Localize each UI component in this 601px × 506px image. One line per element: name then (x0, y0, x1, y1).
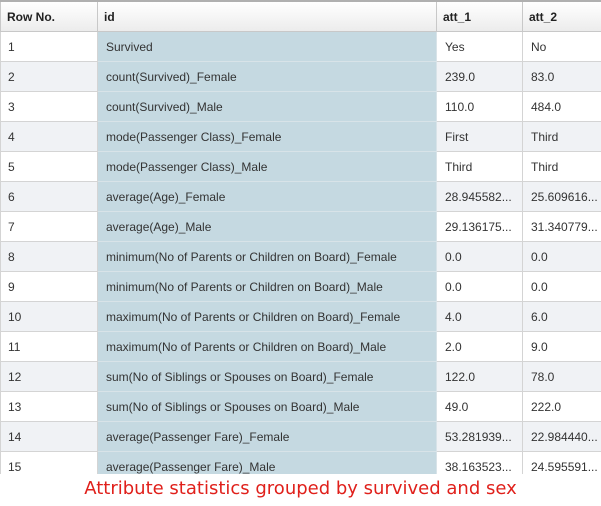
cell-row-no[interactable]: 1 (0, 31, 98, 62)
cell-att-1[interactable]: 4.0 (436, 301, 523, 332)
cell-id[interactable]: maximum(No of Parents or Children on Boa… (97, 331, 437, 362)
cell-att-2[interactable]: 31.340779... (522, 211, 601, 242)
cell-id[interactable]: sum(No of Siblings or Spouses on Board)_… (97, 361, 437, 392)
cell-row-no[interactable]: 6 (0, 181, 98, 212)
table-body: 1 Survived Yes No 2 count(Survived)_Female 239… (0, 31, 601, 474)
cell-row-no[interactable]: 10 (0, 301, 98, 332)
cell-att-2[interactable]: 0.0 (522, 241, 601, 272)
table-header-row: Row No. id att_1 att_2 (0, 0, 601, 32)
cell-id[interactable]: minimum(No of Parents or Children on Boa… (97, 271, 437, 302)
table-row[interactable]: 8 minimum(No of Parents or Children on Bo… (0, 241, 601, 272)
cell-att-2[interactable]: 9.0 (522, 331, 601, 362)
cell-att-2[interactable]: Third (522, 121, 601, 152)
cell-att-2[interactable]: 484.0 (522, 91, 601, 122)
column-header-att-2[interactable]: att_2 (522, 0, 601, 32)
cell-att-1[interactable]: 28.945582... (436, 181, 523, 212)
cell-att-2[interactable]: 222.0 (522, 391, 601, 422)
table-row[interactable]: 13 sum(No of Siblings or Spouses on Board… (0, 391, 601, 422)
figure-caption: Attribute statistics grouped by survived… (84, 478, 517, 499)
table-row[interactable]: 5 mode(Passenger Class)_Male Third Third (0, 151, 601, 182)
cell-row-no[interactable]: 13 (0, 391, 98, 422)
cell-att-2[interactable]: 22.984440... (522, 421, 601, 452)
cell-id[interactable]: count(Survived)_Female (97, 61, 437, 92)
cell-att-1[interactable]: 110.0 (436, 91, 523, 122)
data-table-view: Row No. id att_1 att_2 1 Survived Yes No 2 co… (0, 0, 601, 474)
cell-row-no[interactable]: 4 (0, 121, 98, 152)
cell-id[interactable]: average(Passenger Fare)_Female (97, 421, 437, 452)
cell-id[interactable]: average(Age)_Male (97, 211, 437, 242)
cell-att-1[interactable]: 53.281939... (436, 421, 523, 452)
cell-att-2[interactable]: 83.0 (522, 61, 601, 92)
table-row[interactable]: 6 average(Age)_Female 28.945582... 25.60961… (0, 181, 601, 212)
cell-att-1[interactable]: 239.0 (436, 61, 523, 92)
cell-row-no[interactable]: 7 (0, 211, 98, 242)
cell-row-no[interactable]: 5 (0, 151, 98, 182)
cell-att-1[interactable]: First (436, 121, 523, 152)
table-row[interactable]: 3 count(Survived)_Male 110.0 484.0 (0, 91, 601, 122)
cell-att-1[interactable]: 38.163523... (436, 451, 523, 474)
table-row[interactable]: 12 sum(No of Siblings or Spouses on Board… (0, 361, 601, 392)
cell-att-2[interactable]: 78.0 (522, 361, 601, 392)
table-row[interactable]: 11 maximum(No of Parents or Children on B… (0, 331, 601, 362)
cell-att-1[interactable]: 0.0 (436, 241, 523, 272)
cell-id[interactable]: maximum(No of Parents or Children on Boa… (97, 301, 437, 332)
table-row[interactable]: 15 average(Passenger Fare)_Male 38.163523.… (0, 451, 601, 474)
cell-att-2[interactable]: Third (522, 151, 601, 182)
cell-id[interactable]: average(Age)_Female (97, 181, 437, 212)
cell-row-no[interactable]: 12 (0, 361, 98, 392)
cell-id[interactable]: minimum(No of Parents or Children on Boa… (97, 241, 437, 272)
table-row[interactable]: 9 minimum(No of Parents or Children on Bo… (0, 271, 601, 302)
cell-id[interactable]: count(Survived)_Male (97, 91, 437, 122)
column-header-id[interactable]: id (97, 0, 437, 32)
cell-att-1[interactable]: 29.136175... (436, 211, 523, 242)
cell-id[interactable]: average(Passenger Fare)_Male (97, 451, 437, 474)
cell-row-no[interactable]: 14 (0, 421, 98, 452)
column-header-att-1[interactable]: att_1 (436, 0, 523, 32)
cell-row-no[interactable]: 11 (0, 331, 98, 362)
cell-id[interactable]: mode(Passenger Class)_Female (97, 121, 437, 152)
cell-att-2[interactable]: 25.609616... (522, 181, 601, 212)
cell-att-2[interactable]: 24.595591... (522, 451, 601, 474)
table-row[interactable]: 1 Survived Yes No (0, 31, 601, 62)
cell-row-no[interactable]: 3 (0, 91, 98, 122)
column-header-row-no[interactable]: Row No. (0, 0, 98, 32)
cell-att-2[interactable]: No (522, 31, 601, 62)
cell-att-1[interactable]: Third (436, 151, 523, 182)
cell-row-no[interactable]: 8 (0, 241, 98, 272)
cell-id[interactable]: mode(Passenger Class)_Male (97, 151, 437, 182)
cell-att-1[interactable]: 0.0 (436, 271, 523, 302)
table-row[interactable]: 2 count(Survived)_Female 239.0 83.0 (0, 61, 601, 92)
cell-id[interactable]: sum(No of Siblings or Spouses on Board)_… (97, 391, 437, 422)
results-table: Row No. id att_1 att_2 1 Survived Yes No 2 co… (0, 0, 601, 474)
cell-row-no[interactable]: 9 (0, 271, 98, 302)
cell-att-1[interactable]: 49.0 (436, 391, 523, 422)
cell-att-2[interactable]: 6.0 (522, 301, 601, 332)
cell-att-2[interactable]: 0.0 (522, 271, 601, 302)
cell-row-no[interactable]: 15 (0, 451, 98, 474)
cell-att-1[interactable]: 2.0 (436, 331, 523, 362)
cell-row-no[interactable]: 2 (0, 61, 98, 92)
table-row[interactable]: 4 mode(Passenger Class)_Female First Third (0, 121, 601, 152)
table-row[interactable]: 14 average(Passenger Fare)_Female 53.28193… (0, 421, 601, 452)
cell-att-1[interactable]: Yes (436, 31, 523, 62)
cell-att-1[interactable]: 122.0 (436, 361, 523, 392)
table-row[interactable]: 7 average(Age)_Male 29.136175... 31.340779.… (0, 211, 601, 242)
table-row[interactable]: 10 maximum(No of Parents or Children on B… (0, 301, 601, 332)
cell-id[interactable]: Survived (97, 31, 437, 62)
